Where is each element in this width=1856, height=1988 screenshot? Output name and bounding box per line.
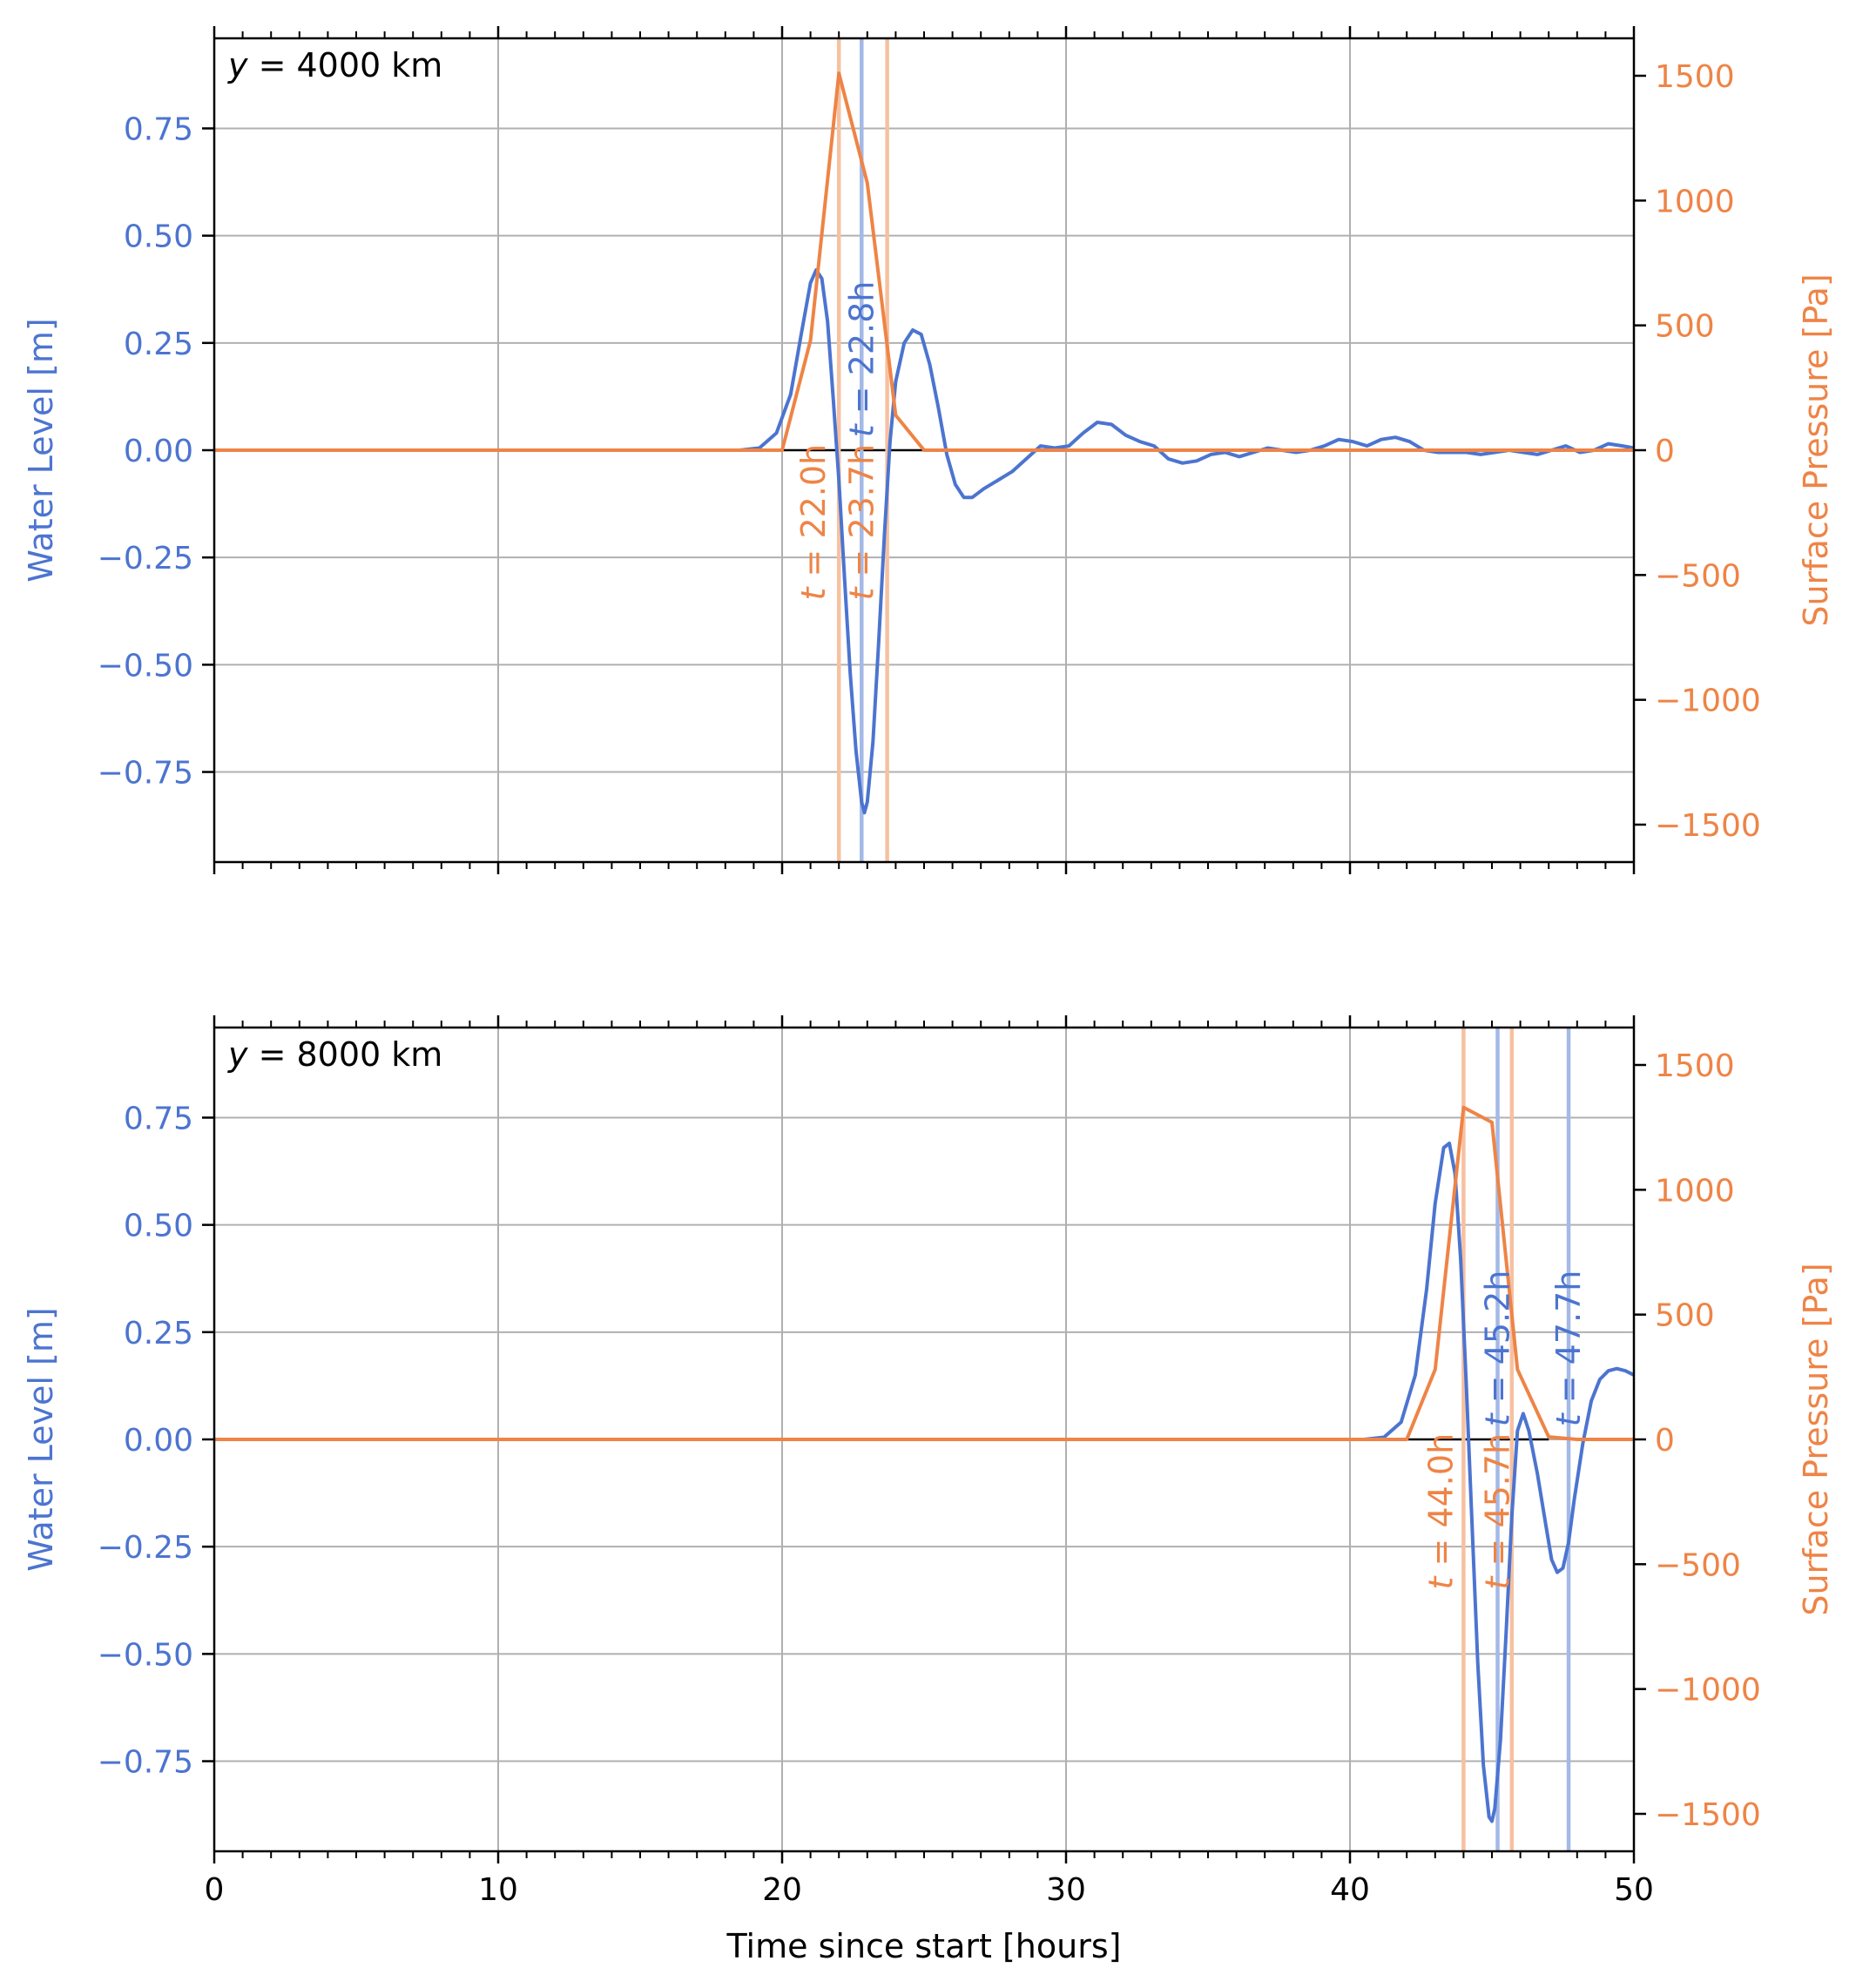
y-left-tick-label: 0.00 xyxy=(124,434,193,469)
x-tick-label: 50 xyxy=(1614,1872,1654,1908)
x-tick-label: 20 xyxy=(762,1872,802,1908)
y-left-tick-label: −0.50 xyxy=(98,1637,193,1673)
y-right-tick-label: −1000 xyxy=(1655,684,1761,719)
time-marker-label: t = 45.7h xyxy=(1479,1433,1517,1590)
y-right-axis-label: Surface Pressure [Pa] xyxy=(1797,1263,1835,1615)
y-right-tick-label: 1000 xyxy=(1655,1173,1735,1209)
y-left-tick-label: −0.25 xyxy=(98,1530,193,1566)
y-left-tick-label: −0.50 xyxy=(98,648,193,684)
surface-pressure-series xyxy=(214,1105,1634,1441)
chart-panel-1: t = 22.0ht = 22.8ht = 23.7h−0.75−0.50−0.… xyxy=(22,26,1835,874)
time-marker-label: t = 22.0h xyxy=(794,444,833,601)
y-left-tick-label: −0.25 xyxy=(98,541,193,576)
x-tick-label: 40 xyxy=(1330,1872,1370,1908)
time-marker-label-value: = 22.8h xyxy=(842,281,881,425)
time-marker-label-value: = 45.7h xyxy=(1479,1433,1517,1577)
time-marker-label-symbol: t xyxy=(1549,1412,1588,1426)
time-marker-label: t = 47.7h xyxy=(1549,1270,1588,1427)
time-marker-label-symbol: t xyxy=(794,585,833,600)
surface-pressure-series xyxy=(214,71,1634,452)
panel-annotation-symbol: y xyxy=(227,1035,248,1074)
panel-annotation-value: = 8000 km xyxy=(248,1035,443,1074)
y-right-tick-label: −500 xyxy=(1655,1547,1741,1583)
x-tick-label: 10 xyxy=(478,1872,518,1908)
y-left-tick-label: 0.75 xyxy=(124,1101,193,1136)
y-left-tick-label: 0.25 xyxy=(124,1316,193,1351)
time-marker-label-value: = 44.0h xyxy=(1421,1433,1460,1577)
y-right-tick-label: −1000 xyxy=(1655,1673,1761,1708)
time-marker-label: t = 45.2h xyxy=(1479,1270,1517,1427)
time-marker-label-symbol: t xyxy=(842,422,881,437)
y-right-tick-label: 1500 xyxy=(1655,1048,1735,1084)
time-marker-label-value: = 47.7h xyxy=(1549,1270,1588,1414)
time-marker-label: t = 23.7h xyxy=(842,444,881,601)
time-marker-label: t = 22.8h xyxy=(842,281,881,438)
time-marker-label-value: = 23.7h xyxy=(842,444,881,588)
y-right-tick-label: 0 xyxy=(1655,434,1675,469)
y-right-tick-label: 1000 xyxy=(1655,184,1735,219)
time-marker-label-symbol: t xyxy=(1421,1574,1460,1589)
x-tick-label: 0 xyxy=(205,1872,225,1908)
panel-annotation-value: = 4000 km xyxy=(248,46,443,84)
y-left-tick-label: 0.00 xyxy=(124,1423,193,1459)
y-right-tick-label: 1500 xyxy=(1655,59,1735,95)
y-right-tick-label: −500 xyxy=(1655,558,1741,594)
y-left-axis-label: Water Level [m] xyxy=(22,318,60,582)
time-marker-label-value: = 22.0h xyxy=(794,444,833,588)
y-right-tick-label: 0 xyxy=(1655,1423,1675,1459)
panel-annotation: y = 4000 km xyxy=(227,46,442,84)
y-right-tick-label: −1500 xyxy=(1655,808,1761,844)
time-marker-label: t = 44.0h xyxy=(1421,1433,1460,1590)
y-left-tick-label: 0.50 xyxy=(124,219,193,255)
time-marker-label-symbol: t xyxy=(842,585,881,600)
y-left-tick-label: −0.75 xyxy=(98,1745,193,1781)
time-marker-label-symbol: t xyxy=(1479,1412,1517,1426)
chart-panel-2: t = 44.0ht = 45.2ht = 45.7ht = 47.7h0 10 2… xyxy=(22,1015,1835,1908)
y-left-tick-label: −0.75 xyxy=(98,756,193,792)
time-marker-label-value: = 45.2h xyxy=(1479,1270,1517,1414)
water-level-series xyxy=(214,1142,1635,1823)
y-left-tick-label: 0.25 xyxy=(124,327,193,362)
panel-annotation: y = 8000 km xyxy=(227,1035,442,1074)
y-right-tick-label: −1500 xyxy=(1655,1797,1761,1833)
y-left-axis-label: Water Level [m] xyxy=(22,1307,60,1571)
x-tick-label: 30 xyxy=(1046,1872,1086,1908)
y-left-tick-label: 0.75 xyxy=(124,111,193,147)
panel-annotation-symbol: y xyxy=(227,46,248,84)
time-marker-label-symbol: t xyxy=(1479,1574,1517,1589)
y-right-tick-label: 500 xyxy=(1655,1298,1715,1334)
x-axis-label: Time since start [hours] xyxy=(726,1927,1122,1965)
water-level-series xyxy=(214,268,1635,815)
y-right-tick-label: 500 xyxy=(1655,309,1715,345)
y-right-axis-label: Surface Pressure [Pa] xyxy=(1797,273,1835,626)
y-left-tick-label: 0.50 xyxy=(124,1209,193,1244)
